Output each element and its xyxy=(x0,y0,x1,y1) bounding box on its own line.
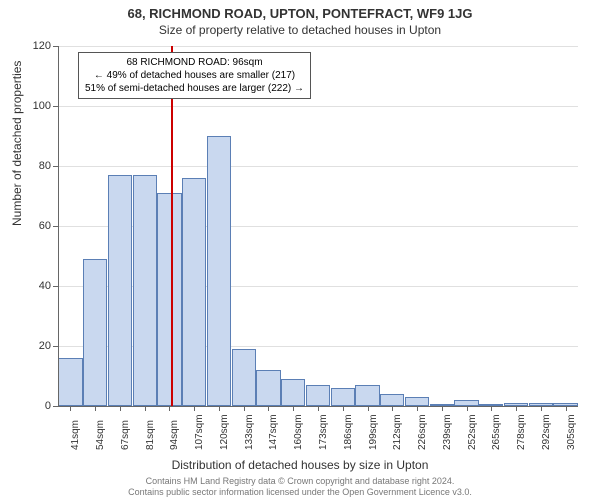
chart-footer: Contains HM Land Registry data © Crown c… xyxy=(0,476,600,498)
xtick-label: 239sqm xyxy=(442,414,453,450)
info-line-2: ← 49% of detached houses are smaller (21… xyxy=(85,69,304,82)
xtick-mark xyxy=(219,406,220,411)
ytick-label: 80 xyxy=(23,160,51,172)
xtick-mark xyxy=(417,406,418,411)
bar xyxy=(58,358,82,406)
xtick-label: 54sqm xyxy=(95,420,106,450)
ytick-label: 100 xyxy=(23,100,51,112)
xtick-label: 120sqm xyxy=(219,414,230,450)
property-marker-line xyxy=(171,46,173,406)
ytick-mark xyxy=(53,346,58,347)
xtick-mark xyxy=(368,406,369,411)
xtick-mark xyxy=(442,406,443,411)
footer-line-2: Contains public sector information licen… xyxy=(0,487,600,498)
xtick-mark xyxy=(566,406,567,411)
xtick-mark xyxy=(95,406,96,411)
ytick-mark xyxy=(53,406,58,407)
x-axis-label: Distribution of detached houses by size … xyxy=(0,458,600,472)
bar xyxy=(207,136,231,406)
plot-area: 68 RICHMOND ROAD: 96sqm ← 49% of detache… xyxy=(58,46,578,406)
xtick-mark xyxy=(145,406,146,411)
bar xyxy=(405,397,429,406)
bar xyxy=(355,385,379,406)
xtick-label: 67sqm xyxy=(120,420,131,450)
property-info-box: 68 RICHMOND ROAD: 96sqm ← 49% of detache… xyxy=(78,52,311,99)
xtick-mark xyxy=(392,406,393,411)
ytick-label: 120 xyxy=(23,40,51,52)
xtick-mark xyxy=(541,406,542,411)
xtick-mark xyxy=(194,406,195,411)
xtick-mark xyxy=(244,406,245,411)
xtick-label: 173sqm xyxy=(318,414,329,450)
bar xyxy=(157,193,181,406)
xtick-label: 292sqm xyxy=(541,414,552,450)
xtick-mark xyxy=(516,406,517,411)
xtick-mark xyxy=(491,406,492,411)
xtick-label: 226sqm xyxy=(417,414,428,450)
xtick-label: 107sqm xyxy=(194,414,205,450)
ytick-label: 0 xyxy=(23,400,51,412)
bars-group xyxy=(58,46,578,406)
xtick-label: 160sqm xyxy=(293,414,304,450)
chart-container: 68, RICHMOND ROAD, UPTON, PONTEFRACT, WF… xyxy=(0,0,600,500)
bar xyxy=(108,175,132,406)
xtick-label: 278sqm xyxy=(516,414,527,450)
xtick-label: 147sqm xyxy=(268,414,279,450)
chart-subtitle: Size of property relative to detached ho… xyxy=(0,21,600,41)
xtick-mark xyxy=(343,406,344,411)
ytick-label: 40 xyxy=(23,280,51,292)
bar xyxy=(182,178,206,406)
chart-title: 68, RICHMOND ROAD, UPTON, PONTEFRACT, WF… xyxy=(0,0,600,21)
y-axis-line xyxy=(58,46,59,406)
xtick-mark xyxy=(169,406,170,411)
bar xyxy=(281,379,305,406)
bar xyxy=(380,394,404,406)
xtick-label: 186sqm xyxy=(343,414,354,450)
bar xyxy=(306,385,330,406)
ytick-mark xyxy=(53,226,58,227)
ytick-mark xyxy=(53,166,58,167)
xtick-label: 94sqm xyxy=(169,420,180,450)
ytick-label: 60 xyxy=(23,220,51,232)
xtick-label: 133sqm xyxy=(244,414,255,450)
xtick-label: 81sqm xyxy=(145,420,156,450)
bar xyxy=(256,370,280,406)
xtick-label: 41sqm xyxy=(70,420,81,450)
bar xyxy=(133,175,157,406)
xtick-mark xyxy=(120,406,121,411)
ytick-mark xyxy=(53,46,58,47)
xtick-label: 199sqm xyxy=(368,414,379,450)
xtick-label: 265sqm xyxy=(491,414,502,450)
xtick-mark xyxy=(293,406,294,411)
ytick-label: 20 xyxy=(23,340,51,352)
xtick-mark xyxy=(70,406,71,411)
info-line-1: 68 RICHMOND ROAD: 96sqm xyxy=(85,56,304,69)
bar xyxy=(83,259,107,406)
ytick-mark xyxy=(53,106,58,107)
xtick-label: 212sqm xyxy=(392,414,403,450)
xtick-label: 305sqm xyxy=(566,414,577,450)
xtick-mark xyxy=(268,406,269,411)
info-line-3: 51% of semi-detached houses are larger (… xyxy=(85,82,304,95)
xtick-mark xyxy=(467,406,468,411)
bar xyxy=(232,349,256,406)
xtick-mark xyxy=(318,406,319,411)
xtick-label: 252sqm xyxy=(467,414,478,450)
y-axis-label: Number of detached properties xyxy=(10,61,24,226)
bar xyxy=(331,388,355,406)
footer-line-1: Contains HM Land Registry data © Crown c… xyxy=(0,476,600,487)
ytick-mark xyxy=(53,286,58,287)
